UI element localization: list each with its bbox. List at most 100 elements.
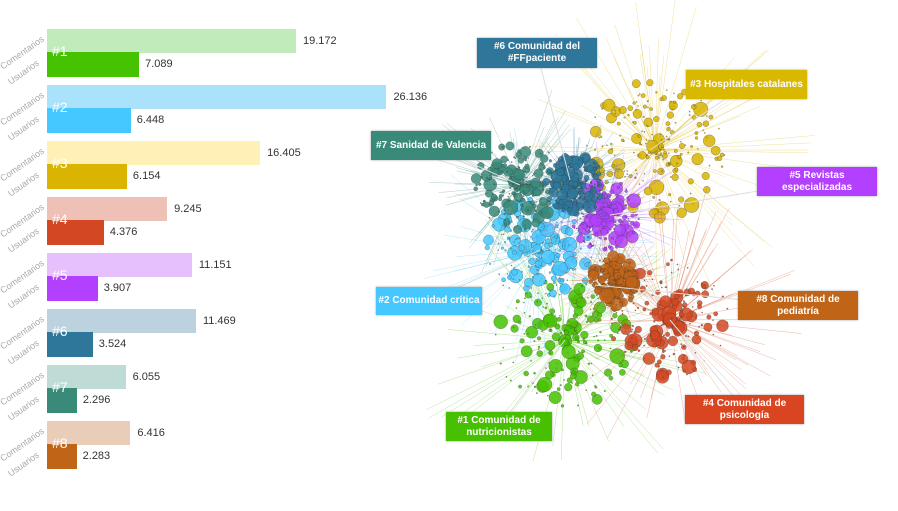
network-node bbox=[536, 350, 543, 357]
network-node bbox=[532, 273, 546, 287]
network-node bbox=[504, 218, 506, 221]
network-node bbox=[609, 282, 613, 286]
network-node bbox=[628, 199, 630, 201]
network-node bbox=[624, 224, 627, 226]
network-node bbox=[642, 115, 645, 118]
network-node bbox=[498, 211, 500, 213]
network-node bbox=[508, 192, 511, 195]
network-node bbox=[587, 362, 591, 365]
network-node bbox=[597, 184, 601, 187]
network-node bbox=[658, 157, 661, 159]
network-node bbox=[654, 363, 660, 368]
network-edge bbox=[654, 90, 770, 151]
network-node bbox=[607, 250, 620, 262]
network-node bbox=[703, 186, 711, 194]
network-node bbox=[552, 182, 561, 190]
network-node bbox=[632, 109, 643, 119]
network-node bbox=[541, 330, 544, 333]
network-node bbox=[483, 234, 494, 246]
network-node bbox=[548, 391, 562, 404]
network-node bbox=[510, 220, 513, 223]
network-node bbox=[568, 244, 571, 246]
network-node bbox=[549, 328, 552, 331]
network-node bbox=[617, 332, 619, 334]
network-node bbox=[681, 359, 696, 375]
network-node bbox=[688, 110, 691, 113]
network-node bbox=[610, 317, 613, 321]
network-node bbox=[506, 273, 509, 275]
network-node bbox=[691, 153, 704, 166]
network-node bbox=[595, 335, 598, 337]
network-node bbox=[564, 383, 573, 392]
network-node bbox=[556, 387, 561, 391]
network-node bbox=[581, 183, 587, 189]
network-node bbox=[576, 340, 580, 344]
community-label: #3 Hospitales catalanes bbox=[686, 70, 807, 99]
network-node bbox=[612, 184, 614, 186]
network-node bbox=[677, 366, 680, 369]
network-node bbox=[581, 349, 585, 354]
network-node bbox=[637, 349, 641, 352]
network-node bbox=[563, 379, 565, 381]
network-node bbox=[668, 193, 672, 197]
network-node bbox=[616, 185, 620, 190]
network-node bbox=[522, 155, 528, 161]
network-node bbox=[593, 183, 596, 186]
network-node bbox=[483, 201, 490, 208]
network-node bbox=[625, 204, 628, 207]
network-node bbox=[598, 195, 601, 197]
network-node bbox=[682, 300, 685, 303]
bar-usuarios bbox=[47, 220, 104, 245]
network-node bbox=[666, 262, 670, 267]
network-node bbox=[716, 319, 729, 332]
network-edge bbox=[604, 214, 676, 241]
network-node bbox=[510, 247, 513, 250]
network-node bbox=[509, 234, 521, 246]
network-node bbox=[706, 314, 712, 320]
network-node bbox=[642, 180, 644, 182]
network-node bbox=[677, 268, 679, 271]
network-node bbox=[639, 93, 641, 95]
network-node bbox=[552, 261, 568, 277]
network-node bbox=[713, 284, 715, 287]
network-node bbox=[540, 154, 549, 163]
community-label: #2 Comunidad crítica bbox=[376, 287, 482, 315]
network-node bbox=[485, 189, 493, 198]
network-node bbox=[637, 105, 639, 107]
network-node bbox=[572, 163, 580, 171]
network-node bbox=[509, 186, 512, 189]
network-node bbox=[619, 369, 626, 376]
network-node bbox=[538, 265, 543, 269]
network-node bbox=[556, 189, 568, 200]
network-node bbox=[665, 286, 668, 288]
network-node bbox=[659, 295, 672, 308]
network-node bbox=[637, 94, 640, 97]
network-node bbox=[685, 335, 687, 337]
network-node bbox=[587, 230, 591, 234]
network-node bbox=[674, 121, 677, 124]
network-node bbox=[537, 348, 540, 350]
network-node bbox=[591, 391, 597, 397]
network-node bbox=[645, 285, 648, 287]
network-node bbox=[539, 152, 542, 155]
network-node bbox=[523, 333, 525, 335]
network-node bbox=[670, 271, 673, 274]
network-node bbox=[679, 152, 683, 156]
network-node bbox=[607, 245, 611, 249]
network-node bbox=[510, 161, 513, 163]
network-node bbox=[557, 224, 559, 226]
network-edge bbox=[654, 149, 755, 267]
value-label-comentarios: 16.405 bbox=[267, 147, 301, 159]
network-node bbox=[587, 296, 589, 299]
network-node bbox=[525, 186, 528, 189]
network-node bbox=[588, 194, 591, 197]
network-node bbox=[617, 274, 621, 279]
network-node bbox=[598, 265, 602, 269]
network-node bbox=[608, 262, 613, 266]
value-label-usuarios: 3.524 bbox=[98, 338, 127, 350]
network-node bbox=[660, 154, 662, 157]
network-node bbox=[701, 311, 703, 314]
network-node bbox=[659, 152, 663, 156]
network-node bbox=[552, 181, 555, 184]
network-edge bbox=[654, 149, 716, 297]
